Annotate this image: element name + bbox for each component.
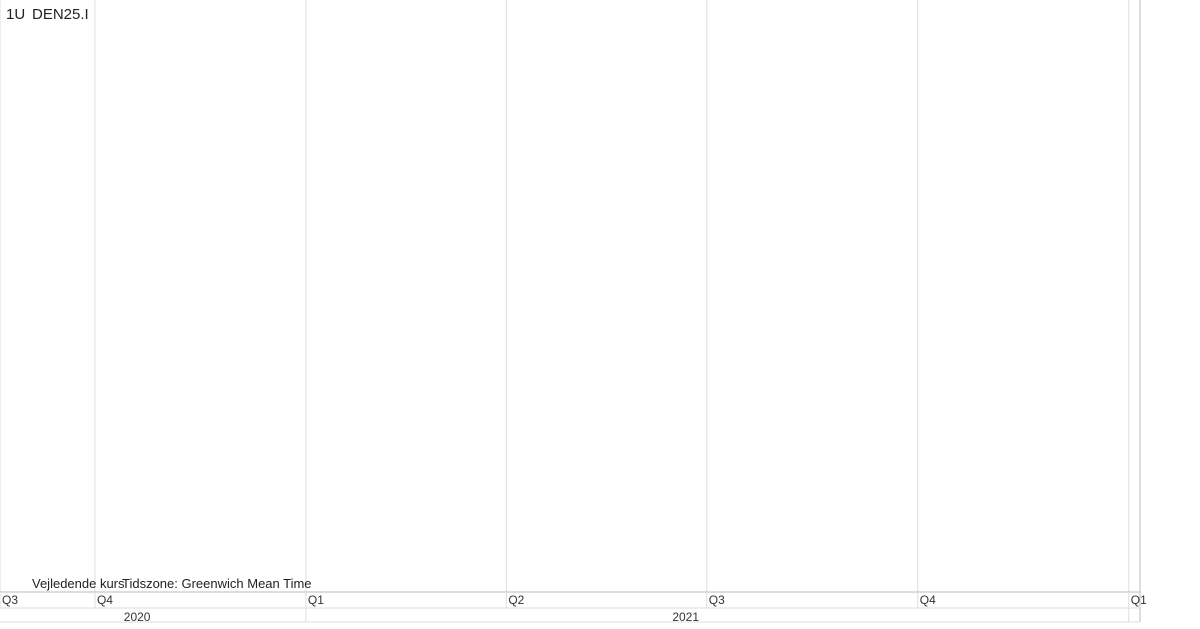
quarter-label: Q4: [920, 593, 936, 607]
axes: [0, 0, 1141, 623]
quarter-label: Q1: [1131, 593, 1147, 607]
symbol-label: DEN25.I: [32, 6, 89, 23]
grid: [0, 0, 1130, 592]
x-axis-labels: Q3Q4Q1Q2Q3Q4Q1Q2Q3202020212022: [0, 592, 1147, 624]
quarter-label: Q3: [2, 593, 18, 607]
quarter-label: Q3: [709, 593, 725, 607]
quarter-label: Q1: [308, 593, 324, 607]
price-note: Vejledende kurs: [32, 576, 125, 591]
quarter-label: Q4: [97, 593, 113, 607]
timezone-note: Tidszone: Greenwich Mean Time: [122, 576, 312, 591]
quarter-label: Q2: [508, 593, 524, 607]
year-label: 2020: [124, 610, 151, 624]
year-label: 2021: [672, 610, 699, 624]
period-label[interactable]: 1U: [6, 6, 26, 23]
